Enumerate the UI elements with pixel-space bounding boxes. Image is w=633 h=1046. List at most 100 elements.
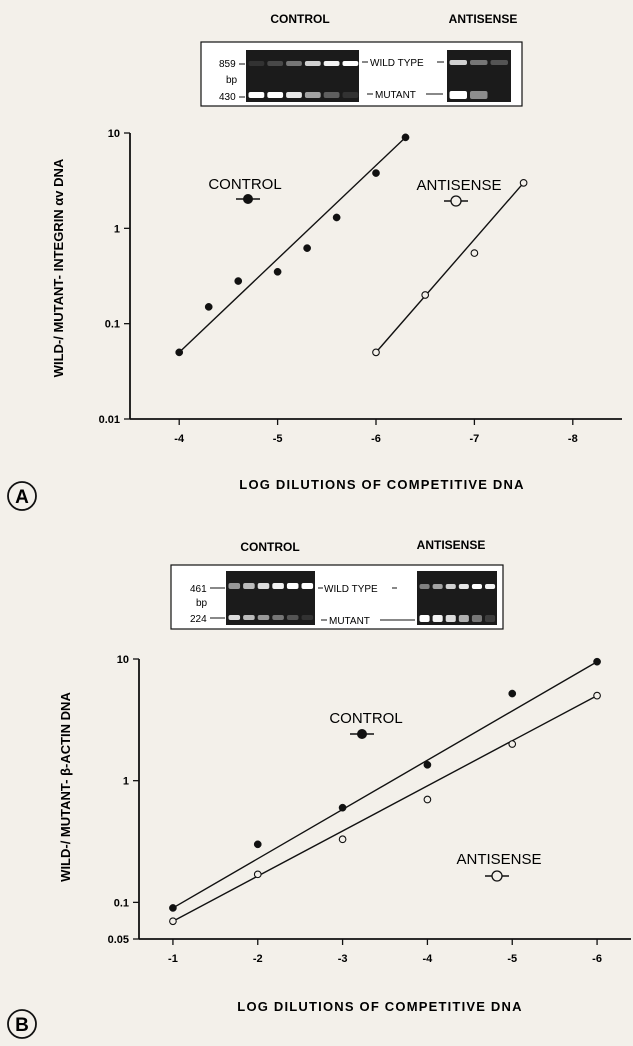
gelB-bands-band: [458, 615, 469, 622]
gel-a-control-title: CONTROL: [270, 12, 329, 26]
chart-b-x-tick-label: -1: [168, 953, 178, 965]
chart-b-antisense-point: [593, 691, 601, 700]
gelB-bands-band: [228, 583, 241, 589]
gel-b-size-bottom: 224: [190, 614, 207, 625]
gelB-bands-band: [286, 615, 299, 620]
chart-a-ylabel: WILD-/ MUTANT- INTEGRIN αv DNA: [51, 158, 66, 377]
legend-a-antisense-marker: [450, 195, 462, 207]
chart-b-points: [169, 657, 601, 926]
chart-b-antisense-point: [169, 917, 177, 926]
gel-b-band-top-label: WILD TYPE: [324, 584, 378, 595]
gelB-bands-band: [445, 584, 456, 589]
gel-b-antisense-image: [417, 571, 497, 625]
chart-a-x-tick-label: -4: [174, 433, 185, 445]
gelA-bands-band: [449, 91, 467, 99]
chart-b-x-tick-label: -2: [253, 953, 263, 965]
legend-a-antisense-label: ANTISENSE: [416, 177, 501, 194]
gelB-bands-band: [257, 615, 270, 620]
gelB-bands-band: [432, 615, 443, 622]
chart-b-control-point: [508, 689, 517, 698]
gelB-bands-band: [286, 583, 299, 589]
gel-b-band-bottom-label: MUTANT: [329, 616, 370, 627]
chart-a-control-point: [175, 348, 184, 357]
gel-a-control-image: [246, 50, 359, 102]
legend-b-control-label: CONTROL: [329, 710, 402, 727]
chart-b-antisense-fit-line: [172, 695, 598, 922]
gelB-bands-band: [471, 584, 482, 589]
chart-a-antisense-fit-line: [375, 182, 525, 353]
gelB-bands-band: [272, 615, 284, 620]
chart-b-y-tick-label: 0.05: [108, 934, 129, 946]
chart-a-fit-lines: [178, 136, 525, 353]
gelA-bands-band: [248, 61, 265, 66]
gelA-bands-band: [470, 60, 488, 65]
chart-b-control-point: [423, 760, 432, 769]
legend-b-control-marker: [357, 729, 367, 739]
chart-a-x-tick-label: -7: [470, 433, 480, 445]
chart-b-control-point: [593, 657, 601, 666]
gelB-bands-band: [471, 615, 482, 622]
gelA-bands-band: [267, 92, 284, 98]
chart-a-control-point: [234, 277, 243, 285]
gelB-bands-band: [243, 583, 255, 589]
gelB-bands-band: [257, 583, 270, 589]
gelA-bands-band: [342, 92, 359, 98]
chart-b-xlabel: LOG DILUTIONS OF COMPETITIVE DNA: [237, 999, 522, 1014]
chart-a-control-point: [204, 303, 213, 311]
legend-b-antisense-label: ANTISENSE: [456, 851, 541, 868]
chart-b-antisense-point: [423, 795, 432, 804]
gel-b-antisense-title: ANTISENSE: [417, 538, 486, 552]
chart-a-xlabel: LOG DILUTIONS OF COMPETITIVE DNA: [239, 477, 524, 492]
gelB-bands-band: [419, 615, 430, 622]
gelA-bands-band: [323, 92, 340, 98]
chart-b-antisense-point: [338, 835, 347, 844]
chart-a-control-fit-line: [178, 136, 407, 353]
panel-a: CONTROL ANTISENSE 859 bp 430 WILD TYPE M…: [7, 12, 622, 511]
gelA-bands-band: [304, 61, 321, 66]
chart-a-y-tick-label: 10: [108, 128, 120, 140]
chart-b-x-tick-label: -5: [507, 953, 517, 965]
gelA-bands-band: [286, 61, 302, 66]
panel-a-badge: [7, 481, 37, 511]
chart-a-points: [175, 133, 528, 357]
chart-b-antisense-point: [508, 740, 517, 748]
gelB-bands-band: [272, 583, 284, 589]
gelA-bands-band: [342, 61, 359, 66]
chart-b-y-tick-label: 1: [123, 776, 129, 788]
legend-a-control-marker: [243, 194, 253, 204]
panel-b-letter: B: [15, 1015, 29, 1036]
chart-b-control-point: [253, 840, 262, 849]
gelB-bands-band: [458, 584, 469, 589]
gelA-bands-band: [449, 60, 467, 65]
gelA-bands-band: [248, 92, 265, 98]
chart-b-x-tick-label: -3: [338, 953, 348, 965]
chart-b-fit-lines: [172, 661, 598, 922]
gel-b-size-unit: bp: [196, 598, 208, 609]
chart-b-ylabel: WILD-/ MUTANT- β-ACTIN DNA: [58, 692, 73, 882]
gel-b-control-title: CONTROL: [240, 540, 299, 554]
gelB-bands-band: [445, 615, 456, 622]
chart-a-antisense-point: [372, 348, 380, 357]
gel-a-antisense-title: ANTISENSE: [449, 12, 518, 26]
gelB-bands-band: [432, 584, 443, 589]
panel-b: CONTROL ANTISENSE 461 bp 224 WILD TYPE M…: [7, 538, 631, 1039]
chart-a-control-point: [401, 133, 410, 142]
legend-a-control-label: CONTROL: [208, 176, 281, 193]
gelB-bands-band: [301, 615, 314, 620]
gel-a-size-top: 859: [219, 59, 236, 70]
gel-b-size-top: 461: [190, 584, 207, 595]
chart-a-control-point: [372, 169, 380, 177]
chart-a-antisense-point: [421, 291, 430, 299]
gel-a-size-unit: bp: [226, 75, 238, 86]
chart-b-y-tick-label: 10: [117, 654, 129, 666]
gelA-bands-band: [267, 61, 284, 66]
gelB-bands-band: [301, 583, 314, 589]
chart-a-y-tick-label: 0.01: [99, 414, 120, 426]
chart-b-y-tick-label: 0.1: [114, 897, 129, 909]
legend-b-antisense-marker: [491, 870, 503, 882]
gel-b-control-image: [226, 571, 315, 625]
chart-a-x-tick-label: -5: [273, 433, 283, 445]
gelA-bands-band: [490, 60, 508, 65]
chart-a-y-tick-label: 0.1: [105, 319, 120, 331]
